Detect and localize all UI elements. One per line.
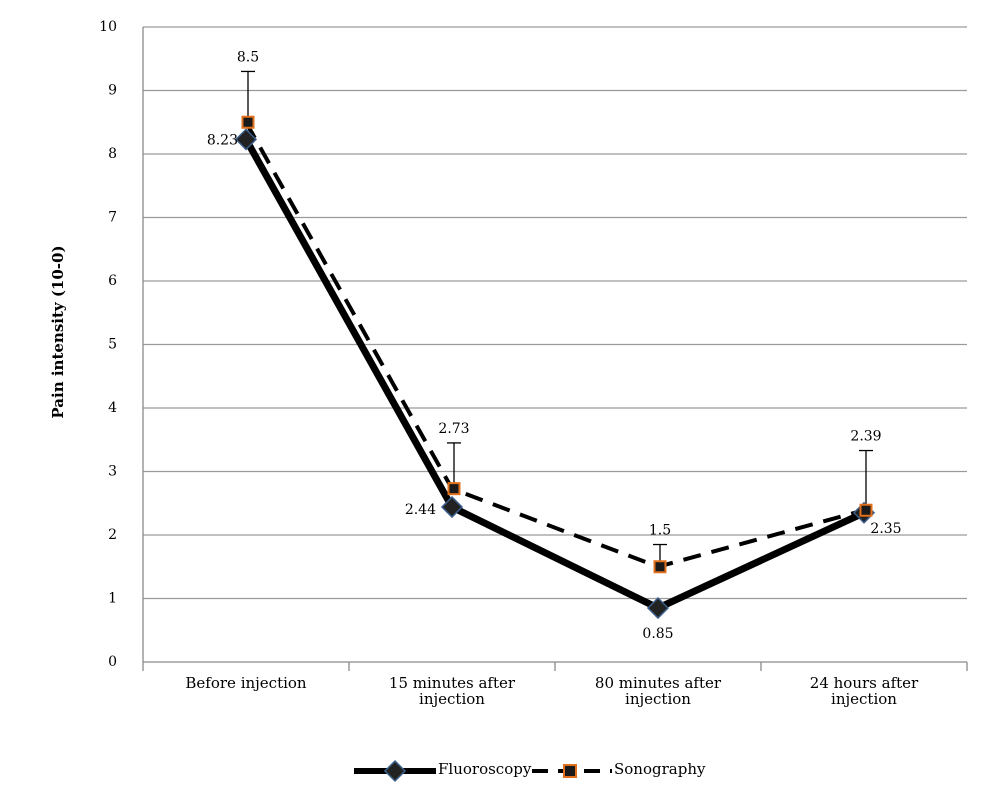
data-label-fluoroscopy-3: 0.85 — [642, 626, 673, 642]
y-tick-label-6: 6 — [108, 273, 117, 289]
data-label-fluoroscopy-4: 2.35 — [870, 521, 901, 537]
marker-fluoroscopy-3 — [646, 596, 670, 620]
y-tick-label-5: 5 — [108, 337, 117, 353]
series-line-fluoroscopy — [242, 137, 866, 612]
data-label-fluoroscopy-2: 2.44 — [405, 502, 436, 518]
legend-label-sonography: Sonography — [614, 760, 706, 778]
gridlines — [143, 26, 967, 600]
x-tick-label-3-line-1: 80 minutes after — [595, 674, 722, 692]
axes — [142, 27, 968, 671]
x-tick-label-4: 24 hours after injection — [810, 674, 919, 708]
legend-swatch-fluoroscopy — [354, 759, 436, 783]
x-tick-label-3-line-2: injection — [625, 690, 691, 708]
y-tick-label-8: 8 — [108, 146, 117, 162]
marker-fluoroscopy-2 — [440, 495, 464, 519]
data-label-fluoroscopy-1: 8.23 — [207, 132, 238, 148]
y-tick-label-4: 4 — [108, 400, 117, 416]
legend-item-fluoroscopy: Fluoroscopy — [352, 754, 531, 784]
legend-label-fluoroscopy: Fluoroscopy — [438, 760, 532, 778]
x-tick-label-1-line-1: Before injection — [185, 674, 307, 692]
y-axis-label-text: Pain intensity (10-0) — [49, 245, 67, 419]
y-tick-label-3: 3 — [108, 464, 117, 480]
data-labels: 8.23 2.44 0.85 2.35 8.5 2.73 1.5 2.39 — [207, 49, 902, 642]
legend-item-sonography: Sonography — [528, 754, 705, 784]
marker-fluoroscopy-1 — [234, 128, 258, 151]
marker-sonography-1 — [241, 115, 255, 129]
series-line-sonography — [244, 121, 865, 569]
y-tick-label-2: 2 — [108, 527, 117, 543]
x-tick-label-4-line-1: 24 hours after — [810, 674, 919, 692]
data-label-sonography-3: 1.5 — [649, 523, 671, 539]
data-label-sonography-1: 8.5 — [237, 49, 259, 65]
y-tick-label-0: 0 — [108, 654, 117, 670]
x-tick-labels: Before injection 15 minutes after injectio… — [185, 674, 919, 708]
x-tick-label-2-line-2: injection — [419, 690, 485, 708]
series-markers — [234, 115, 876, 620]
data-label-sonography-4: 2.39 — [850, 429, 881, 445]
legend: Fluoroscopy Sonography — [0, 754, 1000, 784]
y-tick-label-9: 9 — [108, 83, 117, 99]
marker-sonography-4 — [859, 503, 873, 517]
error-bars — [241, 70, 873, 567]
marker-sonography-3 — [653, 560, 667, 574]
x-tick-label-3: 80 minutes after injection — [595, 674, 722, 708]
data-label-sonography-2: 2.73 — [438, 421, 469, 437]
y-tick-label-7: 7 — [108, 210, 117, 226]
x-tick-label-4-line-2: injection — [831, 690, 897, 708]
x-tick-label-2: 15 minutes after injection — [389, 674, 516, 708]
y-tick-labels: 0 1 2 3 4 5 6 7 8 9 10 — [99, 19, 117, 670]
y-tick-label-1: 1 — [108, 591, 117, 607]
series-lines — [242, 121, 866, 612]
x-tick-label-1: Before injection — [185, 674, 307, 692]
x-tick-label-2-line-1: 15 minutes after — [389, 674, 516, 692]
marker-sonography-2 — [447, 482, 461, 496]
legend-swatch-sonography — [532, 764, 612, 778]
y-tick-label-10: 10 — [99, 19, 117, 35]
